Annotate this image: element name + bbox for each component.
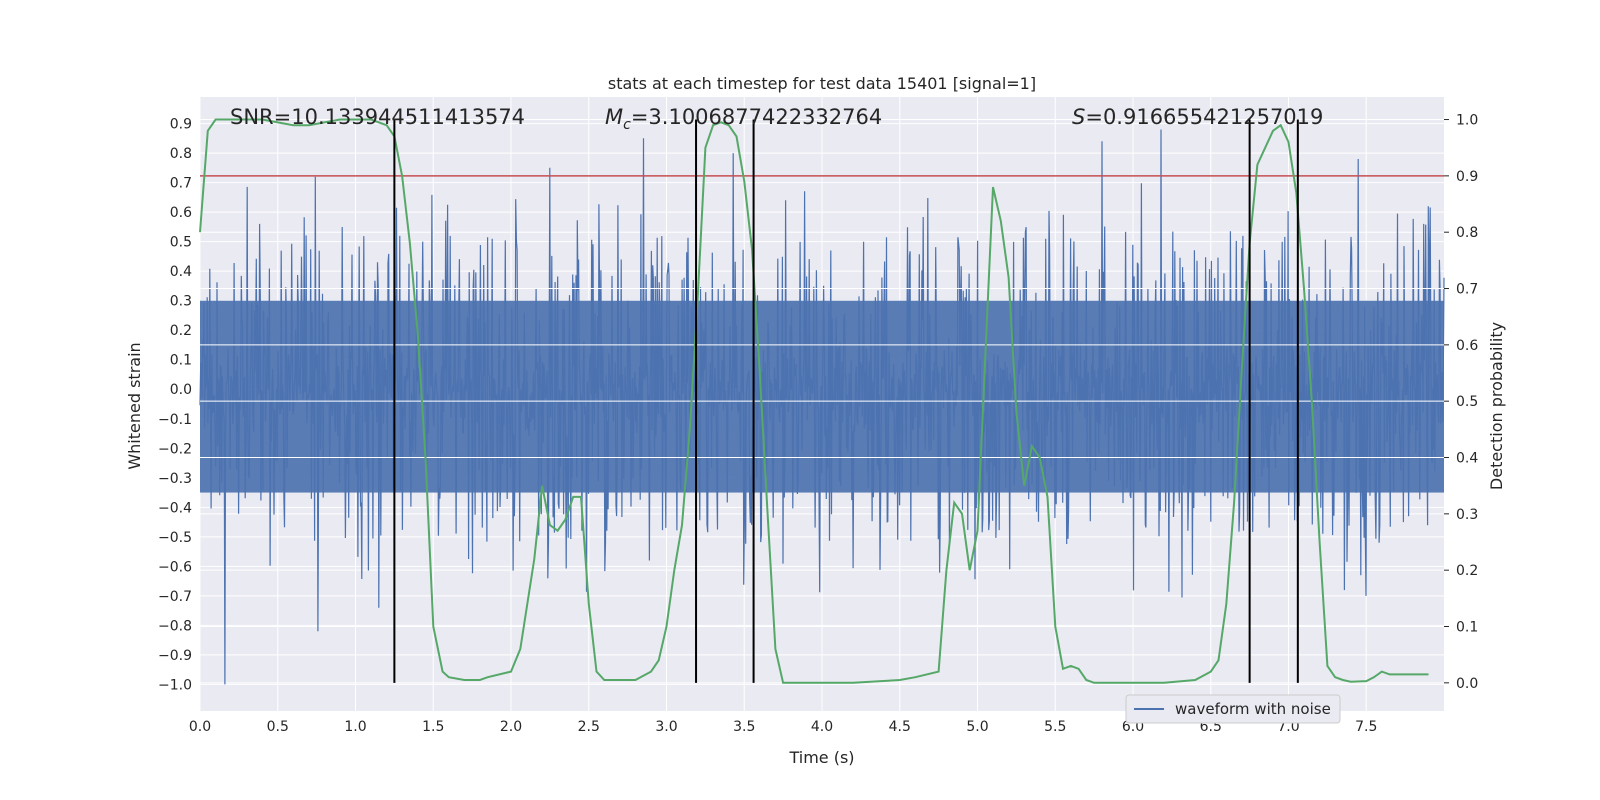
y-tick-label: 0.6 xyxy=(170,205,192,221)
y-tick-label: −0.5 xyxy=(158,530,192,546)
y-tick-label: −0.1 xyxy=(158,412,192,428)
y-tick-label: 0.9 xyxy=(170,117,192,133)
y-tick-label: 0.5 xyxy=(170,235,192,251)
y-tick-label: −0.6 xyxy=(158,559,192,575)
x-tick-label: 0.0 xyxy=(189,719,211,735)
spin-annotation: S=0.916655421257019 xyxy=(1072,105,1323,129)
chirp-mass-subscript: c xyxy=(623,117,631,133)
y2-tick-label: 0.1 xyxy=(1456,620,1478,636)
x-tick-label: 7.5 xyxy=(1355,719,1377,735)
spin-value: =0.916655421257019 xyxy=(1085,105,1323,129)
y-axis-label: Whitened strain xyxy=(125,342,144,469)
y2-tick-label: 0.0 xyxy=(1456,676,1478,692)
legend-label: waveform with noise xyxy=(1175,700,1331,718)
x-tick-label: 5.5 xyxy=(1044,719,1066,735)
y2-tick-label: 0.2 xyxy=(1456,563,1478,579)
legend-box xyxy=(1125,694,1341,724)
vertical-markers xyxy=(393,119,1299,683)
y2-tick-label: 0.8 xyxy=(1456,225,1478,241)
x-tick-label: 3.5 xyxy=(733,719,755,735)
x-tick-label: 2.0 xyxy=(500,719,522,735)
y-tick-label: −0.8 xyxy=(158,618,192,634)
x-tick-label: 3.0 xyxy=(655,719,677,735)
chirp-mass-symbol: M xyxy=(605,105,623,129)
y-tick-label: −0.3 xyxy=(158,471,192,487)
y-tick-label: −0.9 xyxy=(158,648,192,664)
y-tick-label: 0.0 xyxy=(170,382,192,398)
y-tick-label: −1.0 xyxy=(158,677,192,693)
chirp-mass-annotation: Mc=3.1006877422332764 xyxy=(605,105,882,133)
x-tick-label: 0.5 xyxy=(267,719,289,735)
probability-series xyxy=(199,118,1429,684)
spin-symbol: S xyxy=(1072,105,1085,129)
probability-line xyxy=(199,118,1429,684)
chart-title: stats at each timestep for test data 154… xyxy=(608,74,1036,93)
y2-tick-label: 0.9 xyxy=(1456,169,1478,185)
x-tick-label: 4.0 xyxy=(811,719,833,735)
y2-tick-label: 0.7 xyxy=(1456,282,1478,298)
y2-tick-label: 0.6 xyxy=(1456,338,1478,354)
y-tick-label: −0.4 xyxy=(158,500,192,516)
y-tick-label: 0.3 xyxy=(170,294,192,310)
axes: 0.9 0.8 0.7 0.6 0.5 0.4 0.3 0.2 0.1 0.0 −0.1 −0.2 −0… xyxy=(158,113,1478,735)
y-tick-label: 0.1 xyxy=(170,353,192,369)
x-tick-label: 1.0 xyxy=(344,719,366,735)
y2-axis-label: Detection probability xyxy=(1487,322,1506,490)
y2-tick-label: 0.3 xyxy=(1456,507,1478,523)
chirp-mass-value: =3.1006877422332764 xyxy=(631,105,882,129)
x-axis-label: Time (s) xyxy=(788,748,854,767)
y-tick-label: −0.7 xyxy=(158,589,192,605)
snr-annotation: SNR=10.133944511413574 xyxy=(230,105,525,129)
y2-tick-label: 1.0 xyxy=(1456,113,1478,129)
legend: waveform with noise xyxy=(1125,694,1341,724)
x-tick-label: 1.5 xyxy=(422,719,444,735)
y-tick-label: 0.2 xyxy=(170,323,192,339)
waveform-dense-band xyxy=(200,300,1444,493)
y2-tick-label: 0.5 xyxy=(1456,394,1478,410)
x-tick-label: 5.0 xyxy=(966,719,988,735)
y-tick-label: −0.2 xyxy=(158,441,192,457)
y2-tick-label: 0.4 xyxy=(1456,451,1478,467)
x-tick-label: 2.5 xyxy=(578,719,600,735)
x-tick-label: 4.5 xyxy=(889,719,911,735)
y-tick-label: 0.4 xyxy=(170,264,192,280)
y-tick-label: 0.8 xyxy=(170,146,192,162)
y-tick-label: 0.7 xyxy=(170,176,192,192)
